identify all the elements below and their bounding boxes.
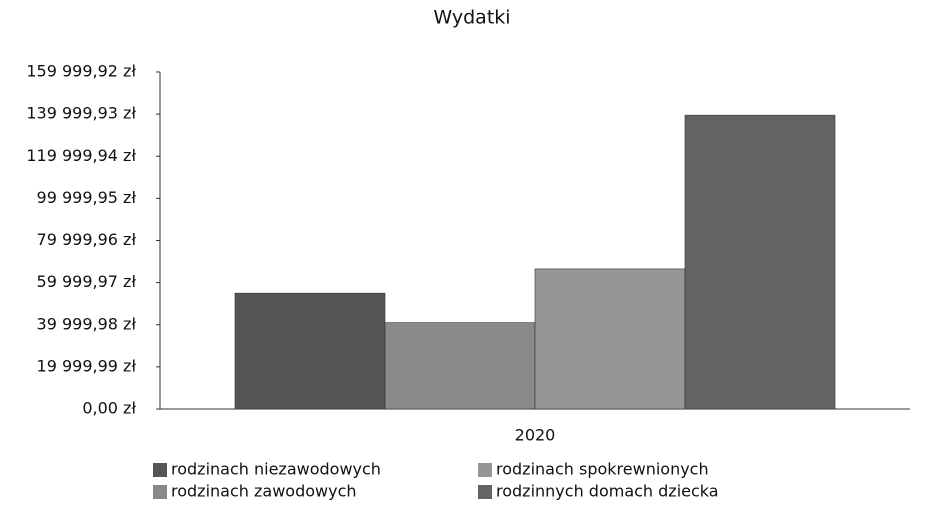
legend-label: rodzinach zawodowych	[171, 482, 357, 501]
legend-swatch	[478, 485, 492, 499]
y-tick-label: 119 999,94 zł	[26, 146, 136, 165]
y-tick-label: 39 999,98 zł	[37, 314, 137, 333]
y-tick-label: 19 999,99 zł	[37, 356, 137, 375]
bar	[534, 268, 686, 410]
legend-swatch	[153, 463, 167, 477]
chart-title: Wydatki	[433, 7, 510, 29]
bar	[234, 292, 386, 410]
legend-swatch	[478, 463, 492, 477]
legend-label: rodzinach niezawodowych	[171, 460, 381, 479]
bar	[684, 114, 836, 410]
y-tick-label: 99 999,95 zł	[37, 188, 137, 207]
legend-swatch	[153, 485, 167, 499]
legend-label: rodzinnych domach dziecka	[496, 482, 719, 501]
y-tick-label: 159 999,92 zł	[26, 62, 136, 81]
bar	[384, 322, 536, 410]
y-tick-label: 79 999,96 zł	[37, 230, 137, 249]
x-tick-label: 2020	[515, 426, 556, 445]
y-tick-label: 59 999,97 zł	[37, 272, 137, 291]
legend-label: rodzinach spokrewnionych	[496, 460, 709, 479]
y-tick-label: 0,00 zł	[82, 399, 136, 418]
y-tick-label: 139 999,93 zł	[26, 104, 136, 123]
